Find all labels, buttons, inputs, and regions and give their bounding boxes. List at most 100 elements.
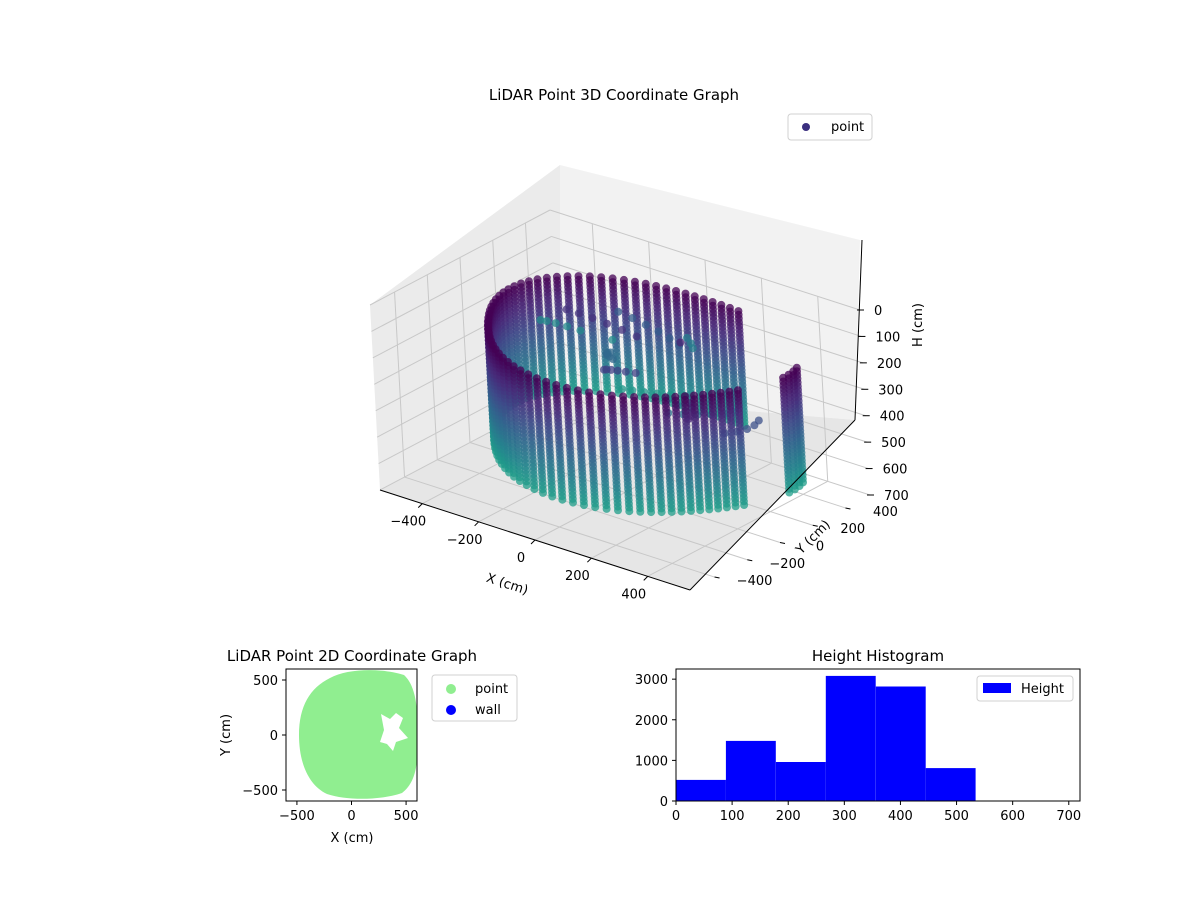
point-marker (533, 275, 542, 284)
x-tick-label-2d: −500 (279, 809, 315, 824)
grid-left-z (369, 209, 551, 306)
point-marker (641, 320, 650, 329)
legend-hist-frame (976, 675, 1074, 702)
legend-2d-wall-marker (446, 705, 456, 715)
point-marker (708, 298, 717, 306)
grid-left-z (371, 235, 552, 332)
grid-back-z (551, 235, 862, 337)
x-tick-label-hist: 200 (776, 809, 801, 824)
point-marker (680, 392, 689, 401)
histogram-title: Height Histogram (812, 647, 944, 665)
legend-3d-label: point (831, 120, 864, 135)
z-axis-line (854, 239, 863, 421)
point-marker (628, 314, 637, 323)
point-marker (662, 284, 671, 293)
y-tick-label-hist: 2000 (635, 714, 668, 729)
x-tick-label-2d: 0 (347, 809, 355, 824)
histogram-ticks: 0 100 200 300 400 500 600 700 0 1000 2000 3000 (635, 673, 1081, 824)
x-tick-label-hist: 700 (1056, 809, 1081, 824)
point-marker (734, 307, 743, 316)
point-marker (585, 272, 594, 281)
x-axis-ticks-3d: −400 −200 0 200 400 (390, 503, 649, 602)
point-marker (725, 387, 734, 396)
point-marker (542, 317, 551, 325)
grid-floor-y (404, 476, 715, 578)
histogram-bar (676, 779, 726, 801)
y-tick-3d (845, 507, 851, 510)
x-tick-3d (643, 576, 649, 581)
y-axis-label-2d: Y (cm) (219, 714, 234, 757)
x-tick-label-3d: −200 (447, 533, 483, 548)
y-tick-label-3d: −400 (737, 574, 773, 589)
point-marker (576, 326, 585, 335)
x-tick-3d (474, 521, 479, 527)
legend-2d-point-label: point (475, 682, 508, 697)
point-marker (651, 393, 660, 402)
point-marker (641, 279, 650, 288)
z-tick-label: 300 (878, 383, 903, 398)
y-axis-ticks-3d: −400 −200 0 200 400 (714, 505, 898, 589)
point-cloud-2d (299, 670, 417, 799)
point-marker (630, 277, 639, 286)
z-tick-label: 700 (884, 489, 909, 504)
z-tick-label: 600 (883, 463, 908, 478)
point-marker (717, 300, 726, 309)
chart-3d: LiDAR Point 3D Coordinate Graph 0 100 200 3… (369, 86, 926, 602)
point-marker (574, 272, 583, 281)
point-marker (516, 366, 525, 375)
point-marker (552, 381, 561, 389)
point-marker (628, 386, 637, 395)
y-tick-3d (747, 559, 753, 562)
point-marker (630, 393, 639, 402)
legend-hist-label: Height (1021, 682, 1064, 697)
point-marker (503, 358, 512, 366)
point-marker (607, 365, 616, 374)
point-marker (608, 335, 617, 344)
point-marker (716, 388, 725, 397)
y-tick-label-3d: 200 (840, 522, 865, 537)
legend-2d-point-marker (446, 684, 456, 694)
y-tick-label-hist: 3000 (635, 673, 668, 688)
y-tick-label-2d: 500 (253, 674, 278, 689)
y-tick-label-hist: 0 (660, 795, 668, 810)
point-marker (524, 277, 533, 286)
z-tick-label: 400 (880, 410, 905, 425)
point-marker (597, 273, 606, 282)
point-marker (532, 374, 541, 383)
x-tick-3d (417, 503, 423, 508)
chart-3d-title: LiDAR Point 3D Coordinate Graph (489, 86, 739, 104)
point-marker (676, 338, 685, 347)
point-cloud-3d (483, 272, 807, 517)
point-marker (725, 303, 734, 312)
point-marker (743, 425, 752, 433)
point-marker (542, 377, 551, 386)
x-tick-label-3d: 0 (517, 551, 525, 566)
point-marker (574, 309, 583, 318)
histogram-bar (725, 740, 776, 801)
point-marker (607, 391, 616, 400)
chart-histogram: Height Histogram 0 100 200 300 400 500 600 7000… (635, 647, 1081, 824)
legend-hist-swatch (983, 683, 1011, 693)
point-cloud-2d-gap (380, 713, 408, 751)
y-tick-3d (779, 542, 786, 544)
grid-back-x (760, 278, 772, 464)
point-marker (652, 282, 661, 290)
point-marker (672, 287, 680, 295)
point-marker (618, 325, 626, 334)
x-tick-label-hist: 400 (888, 809, 913, 824)
x-tick-3d (530, 539, 536, 545)
point-marker (613, 366, 622, 375)
point-marker (536, 316, 545, 324)
point-marker (654, 327, 663, 336)
point-marker (596, 390, 605, 399)
point-marker (524, 370, 533, 379)
legend-3d-marker (802, 123, 810, 131)
y-tick-3d (812, 524, 818, 527)
point-marker (779, 373, 788, 382)
histogram-bar (875, 686, 926, 801)
y-tick-label-3d: −200 (769, 557, 805, 572)
point-marker (640, 393, 649, 402)
point-marker (708, 389, 716, 398)
point-marker (562, 383, 571, 392)
